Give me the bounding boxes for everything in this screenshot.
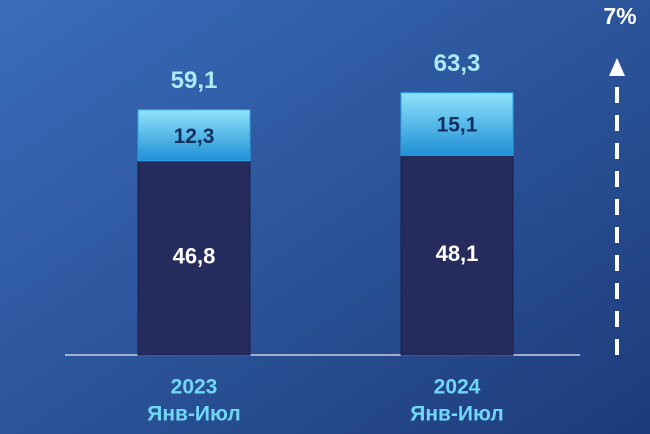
x-tick-label: 2023 xyxy=(171,376,218,399)
bar-segment xyxy=(400,92,514,156)
total-label: 59,1 xyxy=(171,67,218,94)
value-label: 46,8 xyxy=(173,244,216,269)
total-label: 63,3 xyxy=(434,50,481,77)
growth-label: 7% xyxy=(603,3,636,29)
x-tick-sublabel: Янв-Июл xyxy=(410,403,504,426)
value-label: 15,1 xyxy=(437,114,478,137)
arrow-head xyxy=(609,58,625,76)
value-label: 12,3 xyxy=(174,125,215,148)
bar-segment xyxy=(137,109,251,162)
value-label: 48,1 xyxy=(436,241,479,266)
x-tick-label: 2024 xyxy=(434,376,481,399)
x-tick-sublabel: Янв-Июл xyxy=(147,403,241,426)
bar-segment xyxy=(137,160,251,356)
bar-segment xyxy=(400,154,514,356)
